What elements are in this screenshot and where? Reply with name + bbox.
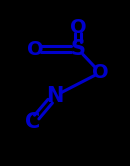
Text: O: O bbox=[27, 40, 43, 59]
Text: S: S bbox=[70, 39, 86, 59]
Text: N: N bbox=[46, 86, 63, 106]
Text: O: O bbox=[92, 63, 108, 82]
Text: C: C bbox=[25, 112, 40, 132]
Text: O: O bbox=[70, 18, 86, 37]
